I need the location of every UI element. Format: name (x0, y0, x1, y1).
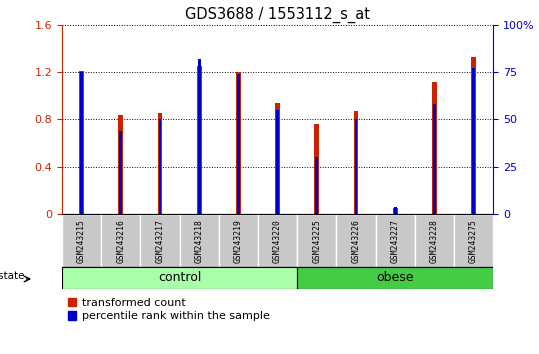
Text: GSM243226: GSM243226 (351, 219, 361, 263)
Text: GSM243225: GSM243225 (312, 219, 321, 263)
Text: control: control (158, 272, 201, 284)
Bar (454, 214, 493, 267)
Bar (101, 214, 140, 267)
Bar (355, 119, 357, 214)
Title: GDS3688 / 1553112_s_at: GDS3688 / 1553112_s_at (185, 7, 370, 23)
Text: obese: obese (376, 272, 414, 284)
Text: GSM243220: GSM243220 (273, 219, 282, 263)
Bar (157, 113, 162, 214)
Bar (315, 157, 318, 214)
Bar (376, 214, 415, 267)
Text: GSM243275: GSM243275 (469, 219, 478, 263)
Bar (276, 110, 279, 214)
Bar (79, 71, 84, 214)
Bar (120, 131, 122, 214)
Bar (314, 124, 319, 214)
Bar (433, 104, 436, 214)
Bar (258, 214, 297, 267)
Bar (471, 57, 476, 214)
Text: GSM243217: GSM243217 (155, 219, 164, 263)
Bar (158, 119, 161, 214)
Bar (336, 214, 376, 267)
Bar (197, 65, 202, 214)
Text: GSM243218: GSM243218 (195, 219, 204, 263)
Bar (62, 267, 297, 289)
Text: disease state: disease state (0, 271, 25, 281)
Bar (297, 214, 336, 267)
Bar (80, 72, 83, 214)
Bar (415, 214, 454, 267)
Bar (219, 214, 258, 267)
Bar (297, 267, 493, 289)
Bar (275, 103, 280, 214)
Text: GSM243228: GSM243228 (430, 219, 439, 263)
Bar (432, 81, 437, 214)
Text: GSM243219: GSM243219 (234, 219, 243, 263)
Bar (140, 214, 179, 267)
Bar (198, 59, 201, 214)
Bar (62, 214, 101, 267)
Bar (354, 111, 358, 214)
Bar (236, 72, 241, 214)
Bar (119, 115, 123, 214)
Text: GSM243215: GSM243215 (77, 219, 86, 263)
Bar (394, 207, 397, 214)
Bar (393, 208, 398, 214)
Bar (472, 68, 475, 214)
Text: GSM243216: GSM243216 (116, 219, 125, 263)
Bar (237, 74, 240, 214)
Text: GSM243227: GSM243227 (391, 219, 400, 263)
Bar (179, 214, 219, 267)
Legend: transformed count, percentile rank within the sample: transformed count, percentile rank withi… (67, 298, 270, 321)
